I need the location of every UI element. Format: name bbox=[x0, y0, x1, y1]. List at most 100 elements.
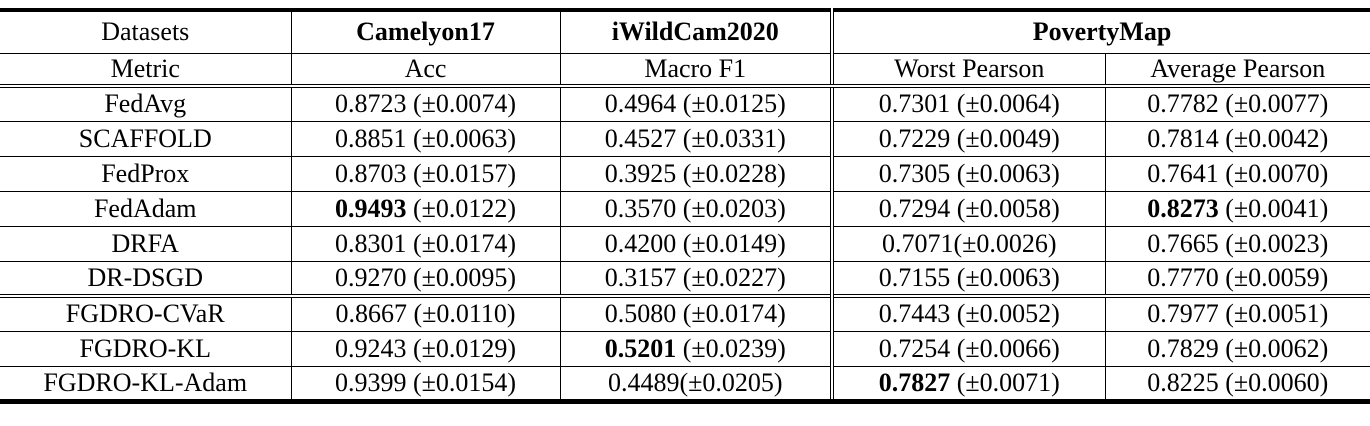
value-cell: 0.5080 (±0.0174) bbox=[559, 294, 832, 331]
value-number: 0.4200 bbox=[604, 228, 677, 258]
value-cell: 0.3925 (±0.0228) bbox=[559, 155, 832, 191]
metric-header-macro-f1: Macro F1 bbox=[559, 52, 832, 88]
method-cell: FedProx bbox=[0, 155, 291, 191]
value-number: 0.7665 bbox=[1147, 228, 1219, 258]
value-number: 0.9493 bbox=[334, 193, 407, 223]
value-cell: 0.8723 (±0.0074) bbox=[290, 86, 560, 121]
value-cell: 0.7829 (±0.0062) bbox=[1104, 330, 1370, 366]
value-cell: 0.4200 (±0.0149) bbox=[559, 225, 832, 261]
value-std: (±0.0071) bbox=[950, 367, 1060, 397]
value-cell: 0.3570 (±0.0203) bbox=[559, 190, 832, 226]
header-datasets-label: Datasets bbox=[101, 17, 190, 47]
value-std: (±0.0331) bbox=[676, 123, 786, 153]
metric-header-worst-pearson: Worst Pearson bbox=[830, 52, 1105, 88]
value-std: (±0.0063) bbox=[406, 123, 517, 153]
value-std: (±0.0129) bbox=[406, 333, 517, 363]
value-cell: 0.7770 (±0.0059) bbox=[1104, 260, 1370, 296]
value-cell: 0.4964 (±0.0125) bbox=[559, 86, 832, 121]
table-row: FedAvg 0.8723 (±0.0074) 0.4964 (±0.0125) 0.… bbox=[0, 86, 1370, 121]
value-number: 0.7301 bbox=[878, 89, 951, 119]
value-std: (±0.0149) bbox=[676, 228, 786, 258]
value-cell: 0.8273 (±0.0041) bbox=[1104, 190, 1370, 226]
value-cell: 0.7305 (±0.0063) bbox=[830, 155, 1105, 191]
value-std: (±0.0228) bbox=[676, 158, 786, 188]
table-body: FedAvg 0.8723 (±0.0074) 0.4964 (±0.0125) 0.… bbox=[0, 86, 1370, 401]
value-cell: 0.9243 (±0.0129) bbox=[290, 330, 560, 366]
table-row: DRFA 0.8301 (±0.0174) 0.4200 (±0.0149) 0.70… bbox=[0, 225, 1370, 261]
header-row-datasets: Datasets Camelyon17 iWildCam2020 Poverty… bbox=[0, 10, 1370, 53]
header-dataset-camelyon17: Camelyon17 bbox=[290, 10, 560, 53]
value-number: 0.7827 bbox=[878, 367, 951, 397]
value-std: (±0.0227) bbox=[676, 262, 786, 292]
value-number: 0.8703 bbox=[334, 158, 407, 188]
value-number: 0.7294 bbox=[878, 193, 951, 223]
results-table: Datasets Camelyon17 iWildCam2020 Poverty… bbox=[0, 8, 1370, 404]
table-row: FedProx 0.8703 (±0.0157) 0.3925 (±0.0228) 0… bbox=[0, 155, 1370, 191]
value-std: (±0.0042) bbox=[1218, 123, 1329, 153]
value-number: 0.7770 bbox=[1147, 262, 1219, 292]
value-number: 0.7814 bbox=[1147, 123, 1219, 153]
value-std: (±0.0095) bbox=[406, 262, 517, 292]
value-cell: 0.7229 (±0.0049) bbox=[830, 120, 1105, 156]
value-cell: 0.7443 (±0.0052) bbox=[830, 294, 1105, 331]
value-number: 0.7071 bbox=[881, 228, 954, 258]
value-number: 0.8723 bbox=[334, 89, 407, 119]
value-cell: 0.7782 (±0.0077) bbox=[1104, 86, 1370, 121]
value-cell: 0.7641 (±0.0070) bbox=[1104, 155, 1370, 191]
value-std: (±0.0041) bbox=[1218, 193, 1329, 223]
value-std: (±0.0154) bbox=[406, 367, 517, 397]
value-std: (±0.0049) bbox=[950, 123, 1060, 153]
table-row: SCAFFOLD 0.8851 (±0.0063) 0.4527 (±0.0331)… bbox=[0, 120, 1370, 156]
table-row: FedAdam 0.9493 (±0.0122) 0.3570 (±0.0203) 0… bbox=[0, 190, 1370, 226]
value-number: 0.7977 bbox=[1147, 299, 1219, 329]
value-number: 0.9243 bbox=[334, 333, 407, 363]
value-std: (±0.0122) bbox=[406, 193, 517, 223]
value-cell: 0.7827 (±0.0071) bbox=[830, 365, 1105, 401]
header-metric-label: Metric bbox=[0, 52, 291, 88]
value-std: (±0.0026) bbox=[953, 228, 1057, 258]
value-number: 0.7443 bbox=[878, 299, 951, 329]
method-cell: DRFA bbox=[0, 225, 291, 261]
value-std: (±0.0174) bbox=[676, 299, 786, 329]
value-cell: 0.4527 (±0.0331) bbox=[559, 120, 832, 156]
value-number: 0.9270 bbox=[334, 262, 407, 292]
value-cell: 0.7294 (±0.0058) bbox=[830, 190, 1105, 226]
value-std: (±0.0157) bbox=[406, 158, 517, 188]
method-cell: FGDRO-KL-Adam bbox=[0, 365, 291, 401]
method-cell: DR-DSGD bbox=[0, 260, 291, 296]
value-std: (±0.0066) bbox=[950, 333, 1060, 363]
value-number: 0.7641 bbox=[1147, 158, 1219, 188]
value-number: 0.7829 bbox=[1147, 333, 1219, 363]
value-cell: 0.8225 (±0.0060) bbox=[1104, 365, 1370, 401]
value-std: (±0.0070) bbox=[1218, 158, 1329, 188]
value-cell: 0.9270 (±0.0095) bbox=[290, 260, 560, 296]
value-cell: 0.8851 (±0.0063) bbox=[290, 120, 560, 156]
table-row: DR-DSGD 0.9270 (±0.0095) 0.3157 (±0.0227) 0… bbox=[0, 260, 1370, 296]
value-std: (±0.0059) bbox=[1218, 262, 1329, 292]
value-number: 0.8301 bbox=[334, 228, 407, 258]
value-std: (±0.0052) bbox=[950, 299, 1060, 329]
value-cell: 0.7254 (±0.0066) bbox=[830, 330, 1105, 366]
method-cell: FedAdam bbox=[0, 190, 291, 226]
value-std: (±0.0074) bbox=[406, 89, 517, 119]
value-number: 0.7305 bbox=[878, 158, 951, 188]
value-cell: 0.4489(±0.0205) bbox=[559, 365, 832, 401]
value-cell: 0.7814 (±0.0042) bbox=[1104, 120, 1370, 156]
value-std: (±0.0060) bbox=[1218, 367, 1329, 397]
value-number: 0.5080 bbox=[604, 299, 677, 329]
value-std: (±0.0063) bbox=[950, 158, 1060, 188]
value-std: (±0.0062) bbox=[1218, 333, 1329, 363]
header-dataset-iwildcam2020: iWildCam2020 bbox=[559, 10, 832, 53]
value-std: (±0.0239) bbox=[676, 333, 786, 363]
header-row-metric: Metric Acc Macro F1 Worst Pearson Averag… bbox=[0, 52, 1370, 88]
value-cell: 0.9399 (±0.0154) bbox=[290, 365, 560, 401]
value-number: 0.3157 bbox=[604, 262, 677, 292]
value-cell: 0.7665 (±0.0023) bbox=[1104, 225, 1370, 261]
value-std: (±0.0023) bbox=[1218, 228, 1329, 258]
value-number: 0.4964 bbox=[604, 89, 677, 119]
method-cell: SCAFFOLD bbox=[0, 120, 291, 156]
value-number: 0.9399 bbox=[334, 367, 407, 397]
value-cell: 0.7301 (±0.0064) bbox=[830, 86, 1105, 121]
method-cell: FGDRO-KL bbox=[0, 330, 291, 366]
value-number: 0.3570 bbox=[604, 193, 677, 223]
